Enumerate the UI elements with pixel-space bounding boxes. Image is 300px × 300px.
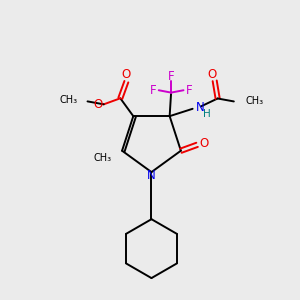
Text: N: N xyxy=(147,169,156,182)
Text: N: N xyxy=(196,101,204,114)
Text: CH₃: CH₃ xyxy=(93,153,111,163)
Text: H: H xyxy=(203,109,211,119)
Text: O: O xyxy=(122,68,131,81)
Text: CH₃: CH₃ xyxy=(245,96,263,106)
Text: O: O xyxy=(93,98,102,111)
Text: F: F xyxy=(150,84,157,97)
Text: O: O xyxy=(199,137,208,150)
Text: O: O xyxy=(207,68,216,81)
Text: F: F xyxy=(168,70,174,83)
Text: CH₃: CH₃ xyxy=(59,95,77,105)
Text: F: F xyxy=(185,84,192,97)
